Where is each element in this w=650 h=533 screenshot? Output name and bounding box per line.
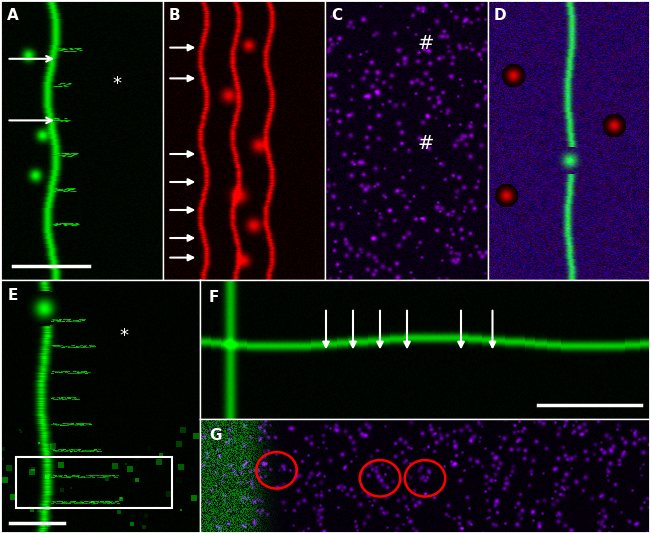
Bar [16, 457, 172, 508]
Text: G: G [209, 428, 222, 443]
Text: C: C [332, 9, 343, 23]
Text: B: B [169, 9, 181, 23]
Text: #: # [417, 34, 434, 53]
Text: E: E [8, 288, 18, 303]
Text: *: * [120, 327, 129, 345]
Text: F: F [209, 290, 220, 305]
Text: #: # [417, 134, 434, 154]
Text: D: D [494, 9, 506, 23]
Text: A: A [6, 9, 18, 23]
Text: *: * [112, 75, 122, 93]
